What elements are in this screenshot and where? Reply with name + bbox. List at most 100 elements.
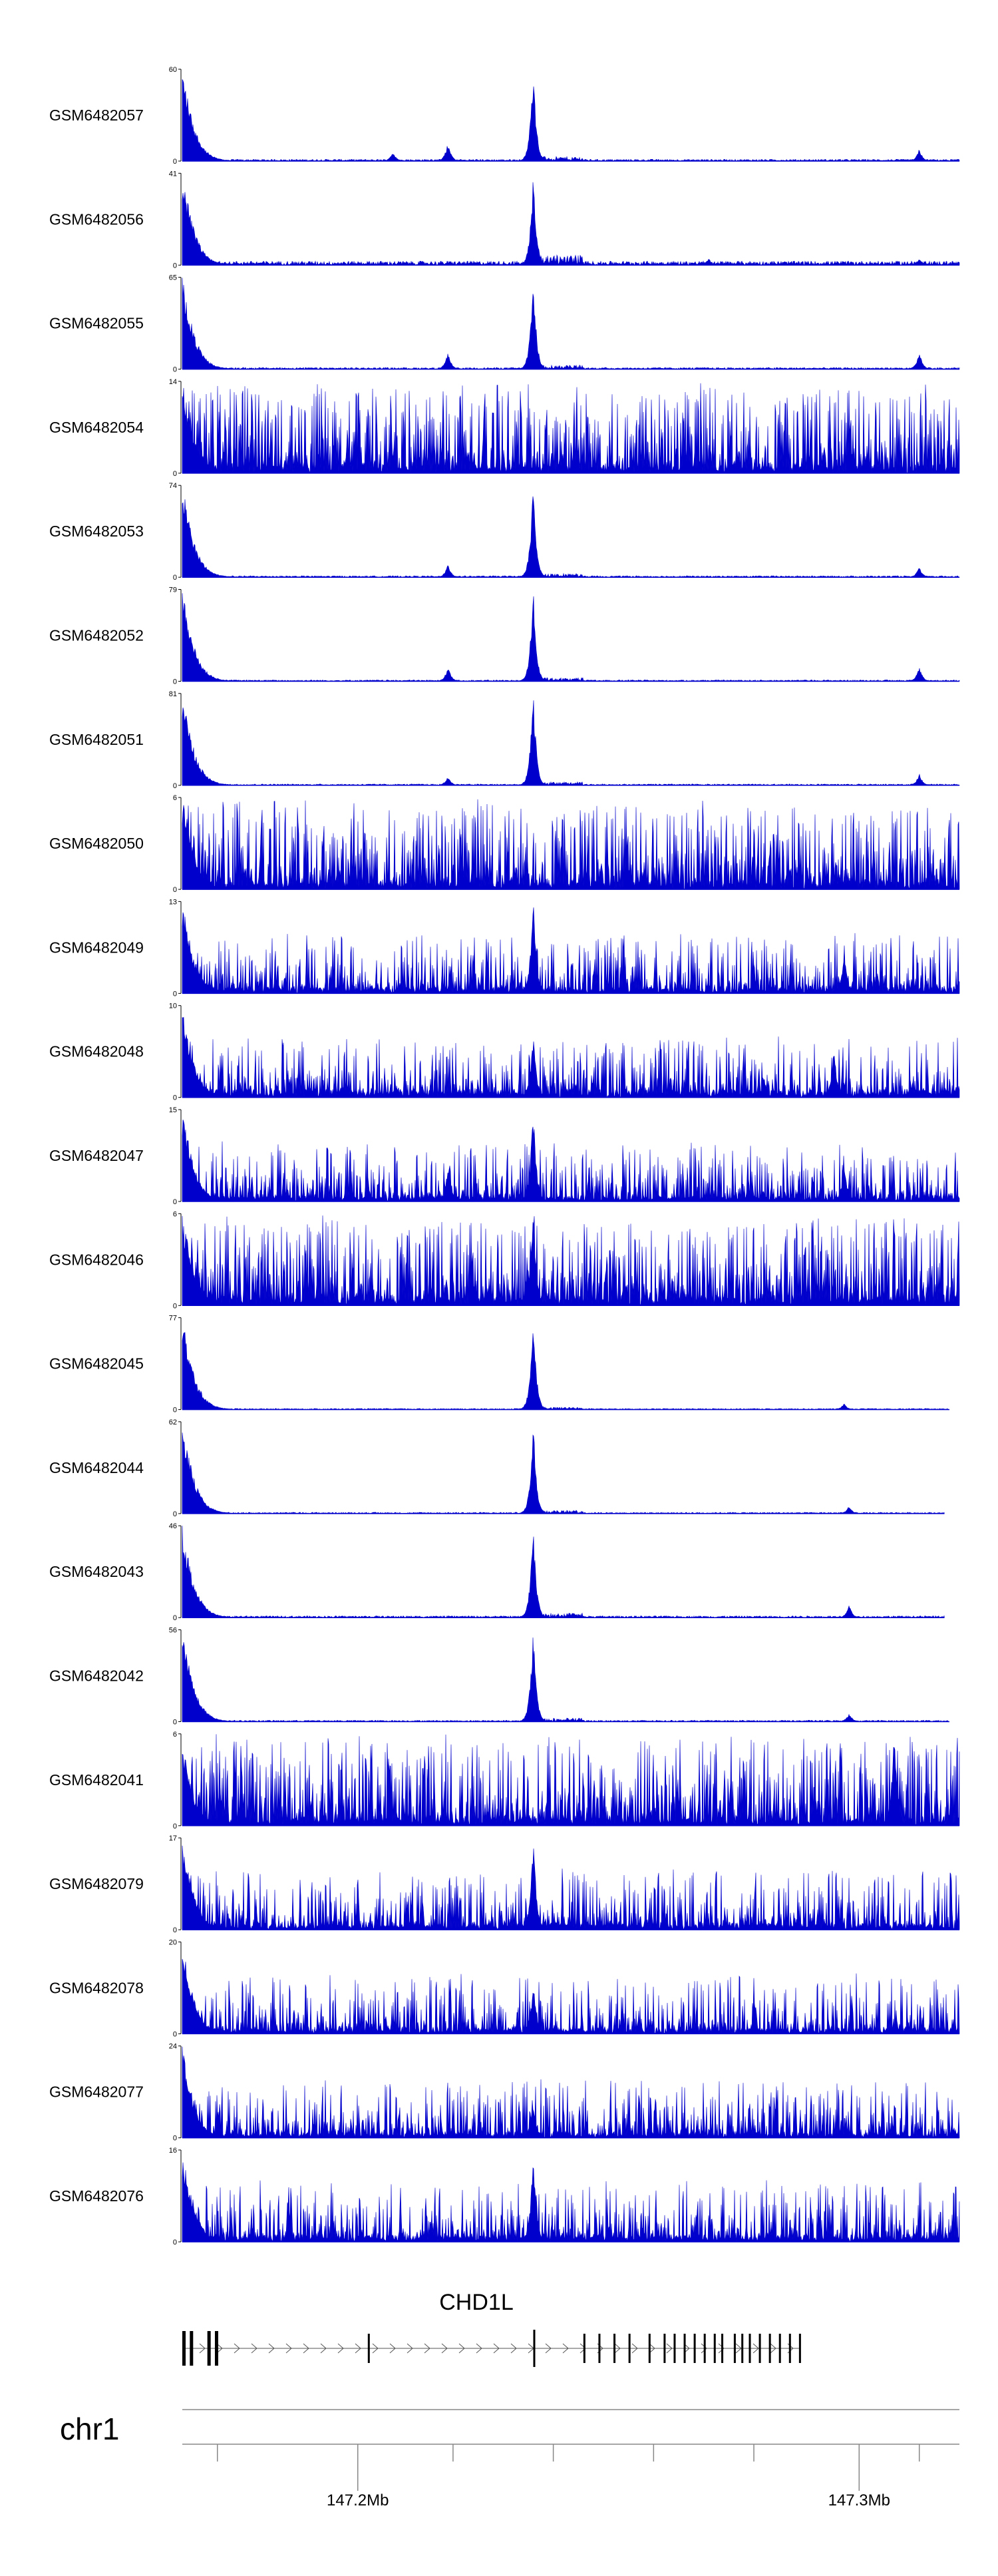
- y-min-label: 0: [173, 1510, 177, 1518]
- track-label: GSM6482053: [49, 523, 144, 540]
- strand-arrow: [199, 2343, 206, 2354]
- y-max-label: 15: [169, 1106, 177, 1114]
- y-max-label: 79: [169, 586, 177, 594]
- track-label: GSM6482077: [49, 2083, 144, 2101]
- y-min-label: 0: [173, 1198, 177, 1206]
- strand-arrow: [666, 2343, 673, 2354]
- y-max-label: 74: [169, 482, 177, 490]
- coverage-area: [182, 700, 960, 786]
- strand-arrow: [216, 2343, 223, 2354]
- y-max-label: 56: [169, 1627, 177, 1635]
- strand-arrow: [389, 2343, 396, 2354]
- y-max-label: 77: [169, 1315, 177, 1323]
- track-GSM6482044: GSM6482044 62 0: [49, 1418, 945, 1518]
- y-min-label: 0: [173, 366, 177, 374]
- strand-arrow: [234, 2343, 240, 2354]
- y-min-label: 0: [173, 1719, 177, 1727]
- gene-label: CHD1L: [439, 2290, 513, 2315]
- track-GSM6482043: GSM6482043 46 0: [49, 1522, 945, 1622]
- track-label: GSM6482043: [49, 1563, 144, 1580]
- strand-arrow: [510, 2343, 517, 2354]
- strand-arrow: [424, 2343, 430, 2354]
- coverage-area: [182, 1119, 960, 1202]
- exon: [798, 2334, 801, 2363]
- y-min-label: 0: [173, 470, 177, 478]
- track-GSM6482076: GSM6482076 16 0: [49, 2147, 960, 2247]
- y-max-label: 6: [173, 1210, 177, 1218]
- coverage-area: [182, 278, 960, 370]
- track-GSM6482041: GSM6482041 6 0: [49, 1731, 960, 1830]
- strand-arrow: [683, 2343, 690, 2354]
- track-label: GSM6482048: [49, 1043, 144, 1060]
- strand-arrow: [562, 2343, 569, 2354]
- track-label: GSM6482044: [49, 1459, 144, 1476]
- track-GSM6482045: GSM6482045 77 0: [49, 1315, 950, 1414]
- coverage-area: [182, 383, 960, 474]
- exon: [733, 2334, 736, 2363]
- exon: [663, 2334, 666, 2363]
- coverage-area: [182, 1016, 960, 1098]
- coverage-area: [182, 799, 960, 890]
- track-GSM6482078: GSM6482078 20 0: [49, 1938, 960, 2038]
- y-min-label: 0: [173, 782, 177, 790]
- coverage-area: [182, 1215, 960, 1306]
- axis-tick-label: 147.3Mb: [828, 2491, 890, 2509]
- y-min-label: 0: [173, 2135, 177, 2143]
- coverage-area: [182, 593, 960, 682]
- y-min-label: 0: [173, 574, 177, 582]
- strand-arrow: [631, 2343, 638, 2354]
- exon: [758, 2334, 761, 2363]
- track-label: GSM6482051: [49, 731, 144, 748]
- exon: [788, 2334, 791, 2363]
- coverage-area: [182, 1637, 949, 1723]
- y-min-label: 0: [173, 1406, 177, 1414]
- exon: [778, 2334, 781, 2363]
- exon: [683, 2334, 686, 2363]
- coverage-area: [182, 1432, 945, 1514]
- exon: [214, 2331, 218, 2366]
- strand-arrow: [701, 2343, 707, 2354]
- track-label: GSM6482052: [49, 627, 144, 644]
- strand-arrow: [407, 2343, 413, 2354]
- track-GSM6482077: GSM6482077 24 0: [49, 2043, 960, 2143]
- coverage-area: [182, 79, 960, 162]
- strand-arrow: [268, 2343, 275, 2354]
- coverage-area: [182, 1526, 945, 1618]
- track-GSM6482047: GSM6482047 15 0: [49, 1106, 960, 1206]
- y-max-label: 13: [169, 898, 177, 906]
- exon: [628, 2334, 631, 2363]
- axis-tick-label: 147.2Mb: [327, 2491, 389, 2509]
- y-max-label: 16: [169, 2147, 177, 2155]
- track-GSM6482042: GSM6482042 56 0: [49, 1627, 949, 1727]
- track-GSM6482056: GSM6482056 41 0: [49, 170, 960, 270]
- track-label: GSM6482055: [49, 315, 144, 332]
- y-min-label: 0: [173, 2030, 177, 2038]
- y-max-label: 81: [169, 690, 177, 698]
- strand-arrow: [441, 2343, 448, 2354]
- exon: [673, 2334, 676, 2363]
- y-max-label: 6: [173, 1731, 177, 1739]
- y-max-label: 46: [169, 1522, 177, 1530]
- y-max-label: 62: [169, 1418, 177, 1426]
- strand-arrow: [320, 2343, 327, 2354]
- strand-arrow: [458, 2343, 465, 2354]
- y-max-label: 6: [173, 794, 177, 802]
- strand-arrow: [285, 2343, 292, 2354]
- track-label: GSM6482050: [49, 835, 144, 852]
- y-min-label: 0: [173, 2239, 177, 2247]
- exon: [583, 2334, 585, 2363]
- exon: [190, 2331, 194, 2366]
- y-min-label: 0: [173, 990, 177, 998]
- strand-arrow: [770, 2343, 776, 2354]
- track-label: GSM6482047: [49, 1147, 144, 1164]
- exon: [703, 2334, 706, 2363]
- exon: [648, 2334, 651, 2363]
- coverage-area: [182, 907, 960, 994]
- coverage-area: [182, 1958, 960, 2034]
- track-label: GSM6482042: [49, 1667, 144, 1685]
- strand-arrow: [614, 2343, 621, 2354]
- track-GSM6482052: GSM6482052 79 0: [49, 586, 960, 686]
- y-max-label: 14: [169, 378, 177, 386]
- chromosome-axis: chr1 147.2Mb 147.3Mb: [60, 2409, 959, 2509]
